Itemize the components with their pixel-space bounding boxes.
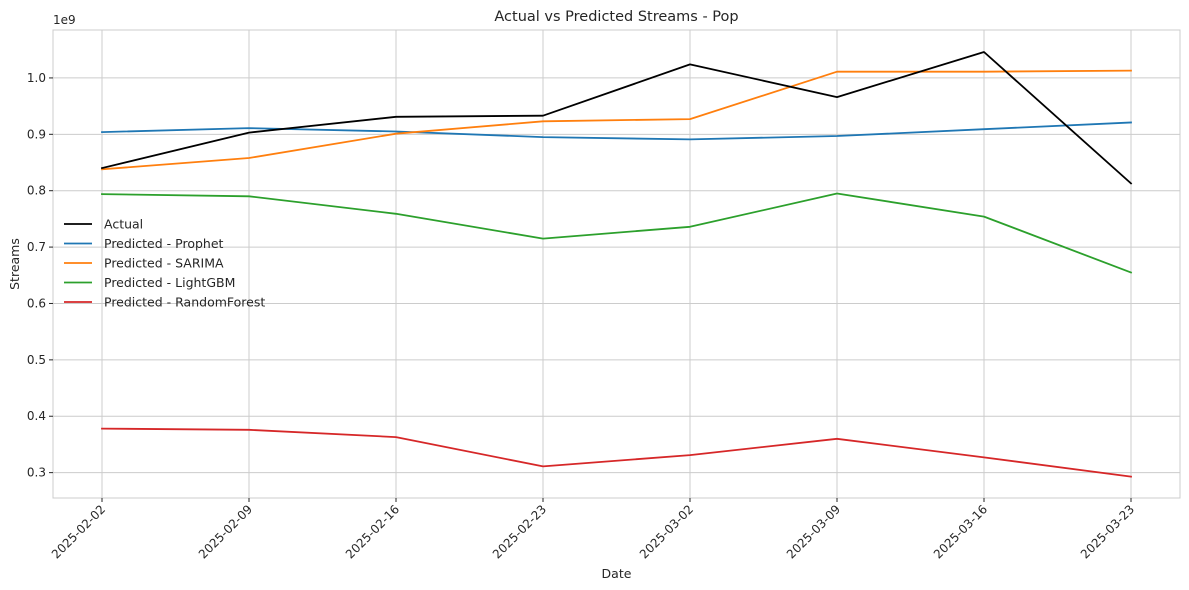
y-tick-label: 0.9	[27, 127, 46, 141]
y-tick-label: 0.3	[27, 466, 46, 480]
legend-label: Predicted - RandomForest	[104, 295, 265, 310]
series-line-predicted-randomforest	[101, 427, 1133, 478]
y-tick-label: 0.7	[27, 240, 46, 254]
legend-label: Predicted - LightGBM	[104, 275, 235, 290]
plot-area	[52, 29, 1181, 499]
x-tick-label: 2025-02-02	[49, 502, 108, 561]
grid	[53, 30, 1180, 498]
legend-item: Actual	[64, 217, 143, 232]
x-tick-label: 2025-03-02	[637, 502, 696, 561]
x-tick-label: 2025-02-23	[490, 502, 549, 561]
y-tick-label: 0.6	[27, 296, 46, 310]
series-line-predicted-lightgbm	[101, 192, 1133, 274]
x-tick-label: 2025-02-16	[343, 502, 402, 561]
series-line-actual	[100, 51, 1133, 185]
legend-item: Predicted - SARIMA	[64, 256, 224, 271]
legend-item: Predicted - Prophet	[64, 236, 224, 251]
y-tick-label: 0.5	[27, 353, 46, 367]
legend-item: Predicted - RandomForest	[64, 295, 265, 310]
y-offset-label: 1e9	[53, 13, 76, 27]
series-layer	[100, 51, 1133, 478]
x-axis-title: Date	[602, 566, 632, 581]
legend-label: Predicted - Prophet	[104, 236, 224, 251]
legend: Actual Predicted - Prophet Predicted - SAR…	[64, 217, 265, 310]
x-tick-label: 2025-02-09	[196, 502, 255, 561]
y-axis: 0.3 0.4 0.5 0.6 0.7 0.8 0.9 1.0	[27, 71, 53, 480]
series-line-predicted-sarima	[101, 69, 1132, 171]
x-axis: 2025-02-02 2025-02-09 2025-02-16 2025-02-23…	[49, 498, 1137, 561]
legend-label: Predicted - SARIMA	[104, 256, 224, 271]
legend-item: Predicted - LightGBM	[64, 275, 235, 290]
chart-title: Actual vs Predicted Streams - Pop	[494, 9, 738, 25]
y-tick-label: 0.8	[27, 184, 46, 198]
y-tick-label: 0.4	[27, 409, 46, 423]
x-tick-label: 2025-03-09	[784, 502, 843, 561]
x-tick-label: 2025-03-23	[1078, 502, 1137, 561]
x-tick-label: 2025-03-16	[931, 502, 990, 561]
series-line-predicted-prophet	[101, 121, 1132, 141]
legend-label: Actual	[104, 217, 143, 232]
y-axis-title: Streams	[7, 238, 22, 290]
y-tick-label: 1.0	[27, 71, 46, 85]
